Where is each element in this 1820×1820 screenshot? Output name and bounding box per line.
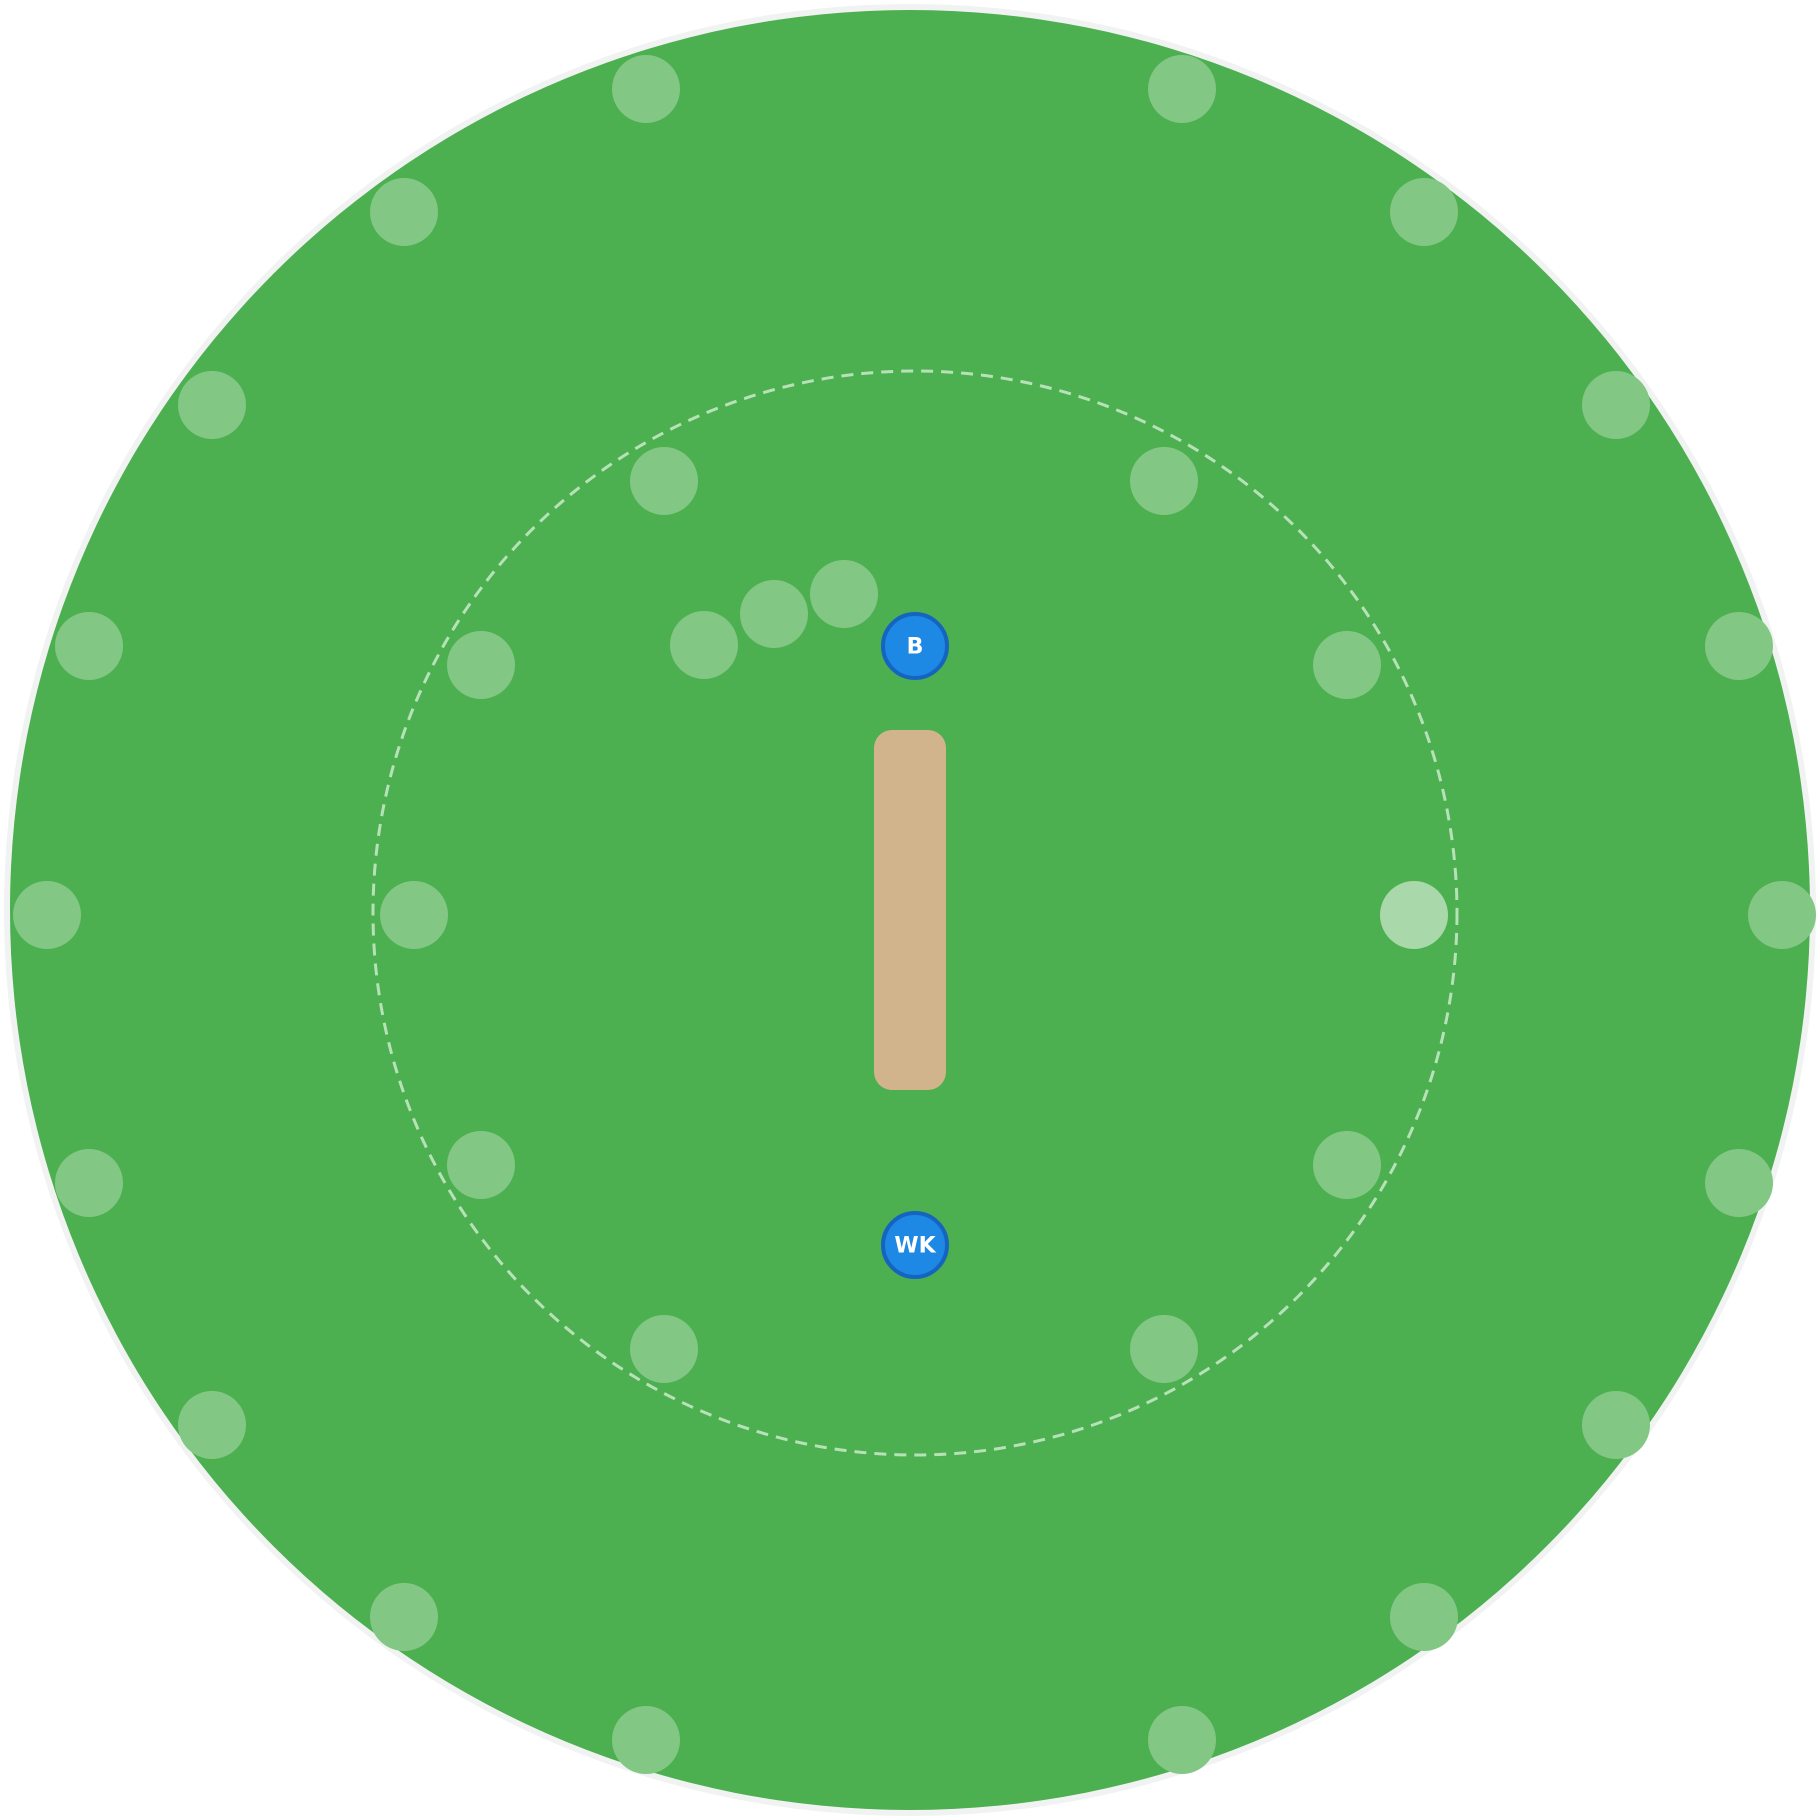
- fielding-slot-outfield[interactable]: [370, 1583, 438, 1651]
- fielding-slot-infield[interactable]: [630, 1315, 698, 1383]
- fielding-slot-outfield[interactable]: [178, 371, 246, 439]
- fielding-slot-outfield[interactable]: [1582, 371, 1650, 439]
- fielding-slot-infield[interactable]: [1130, 447, 1198, 515]
- fielding-slot-close-in[interactable]: [670, 611, 738, 679]
- fielding-slot-outfield[interactable]: [1748, 881, 1816, 949]
- fielding-slot-outfield[interactable]: [1705, 1149, 1773, 1217]
- inner-circle: [371, 369, 1459, 1457]
- bowler-token: [881, 612, 949, 680]
- wicket-keeper-token: [881, 1211, 949, 1279]
- fielding-slot-outfield[interactable]: [1582, 1391, 1650, 1459]
- fielding-slot-outfield[interactable]: [178, 1391, 246, 1459]
- fielding-slot-outfield[interactable]: [55, 612, 123, 680]
- pitch: [874, 730, 946, 1090]
- fielding-slot-infield[interactable]: [447, 1131, 515, 1199]
- fielding-slot-outfield[interactable]: [370, 178, 438, 246]
- fielding-slot-outfield[interactable]: [1705, 612, 1773, 680]
- fielding-slot-infield[interactable]: [447, 631, 515, 699]
- wicket-keeper-label: WK: [894, 1234, 936, 1259]
- infield-slots: [380, 447, 1448, 1383]
- fielding-slot-outfield[interactable]: [1390, 178, 1458, 246]
- fielding-slot-infield[interactable]: [1130, 1315, 1198, 1383]
- fielding-slot-close-in[interactable]: [740, 580, 808, 648]
- fielding-slot-infield[interactable]: [380, 881, 448, 949]
- fielding-slot-outfield[interactable]: [1148, 1706, 1216, 1774]
- fielding-slot-outfield[interactable]: [1390, 1583, 1458, 1651]
- fielding-slot-infield-highlighted[interactable]: [1380, 881, 1448, 949]
- bowler-label: B: [907, 635, 924, 660]
- fielding-slot-infield[interactable]: [1313, 631, 1381, 699]
- fielding-slot-outfield[interactable]: [13, 881, 81, 949]
- fielding-slot-outfield[interactable]: [612, 55, 680, 123]
- fielding-slot-infield[interactable]: [1313, 1131, 1381, 1199]
- fielding-slot-close-in[interactable]: [810, 560, 878, 628]
- fielding-slot-infield[interactable]: [630, 447, 698, 515]
- fielding-slot-outfield[interactable]: [55, 1149, 123, 1217]
- close-in-slots: [670, 560, 878, 679]
- outfield-slots: [13, 55, 1816, 1774]
- fielding-slot-outfield[interactable]: [1148, 55, 1216, 123]
- fielding-slot-outfield[interactable]: [612, 1706, 680, 1774]
- wicket-keeper-marker[interactable]: WK: [881, 1211, 949, 1279]
- bowler-marker[interactable]: B: [881, 612, 949, 680]
